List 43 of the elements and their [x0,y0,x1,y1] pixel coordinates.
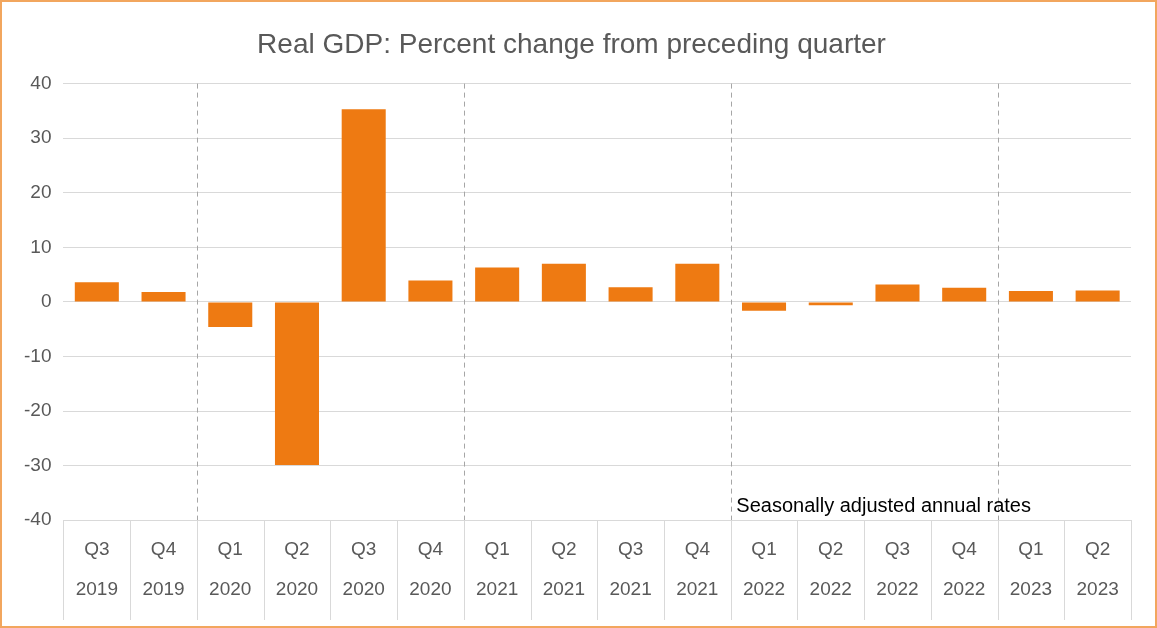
bar [341,109,386,302]
bar [408,280,453,302]
bar [208,302,253,328]
y-tick-label: 0 [40,290,52,312]
x-tick-label: Q2 2022 [809,538,852,600]
bar [942,287,987,302]
bar [875,284,920,302]
x-tick-label: Q1 2023 [1009,538,1053,600]
bar [742,302,787,311]
y-tick-label: -30 [23,453,52,475]
bar [675,263,720,302]
bar [541,263,586,302]
bar [1008,290,1053,302]
y-tick-label: -40 [23,508,52,530]
bar [608,287,653,302]
x-tick-label: Q2 2021 [542,538,586,600]
x-tick-label: Q4 2020 [409,538,452,600]
x-tick-label: Q4 2021 [676,538,719,600]
x-tick-label: Q3 2021 [609,538,652,600]
y-tick-label: 20 [30,180,52,202]
x-tick-label: Q2 2020 [275,538,319,600]
bar [475,267,520,302]
chart-title: Real GDP: Percent change from preceding quarter [257,27,886,59]
x-tick-label: Q4 2019 [142,538,185,600]
x-tick-label: Q4 2022 [943,538,986,600]
x-tick-label: Q3 2019 [75,538,118,600]
x-tick-label: Q1 2021 [476,538,519,600]
y-tick-label: -10 [23,344,52,366]
bar [274,302,319,466]
y-tick-label: 30 [30,126,52,148]
y-tick-label: 10 [30,235,52,257]
bar [1075,290,1120,302]
x-tick-label: Q3 2022 [876,538,919,600]
x-tick-label: Q2 2023 [1076,538,1119,600]
y-tick-label: -20 [23,399,52,421]
x-tick-label: Q1 2020 [209,538,252,600]
annotation: Seasonally adjusted annual rates [736,493,1031,516]
x-tick-label: Q3 2020 [342,538,385,600]
x-tick-label: Q1 2022 [742,538,786,600]
bar [141,292,186,302]
bar [808,302,853,306]
y-tick-label: 40 [30,71,52,93]
bar [74,282,119,302]
